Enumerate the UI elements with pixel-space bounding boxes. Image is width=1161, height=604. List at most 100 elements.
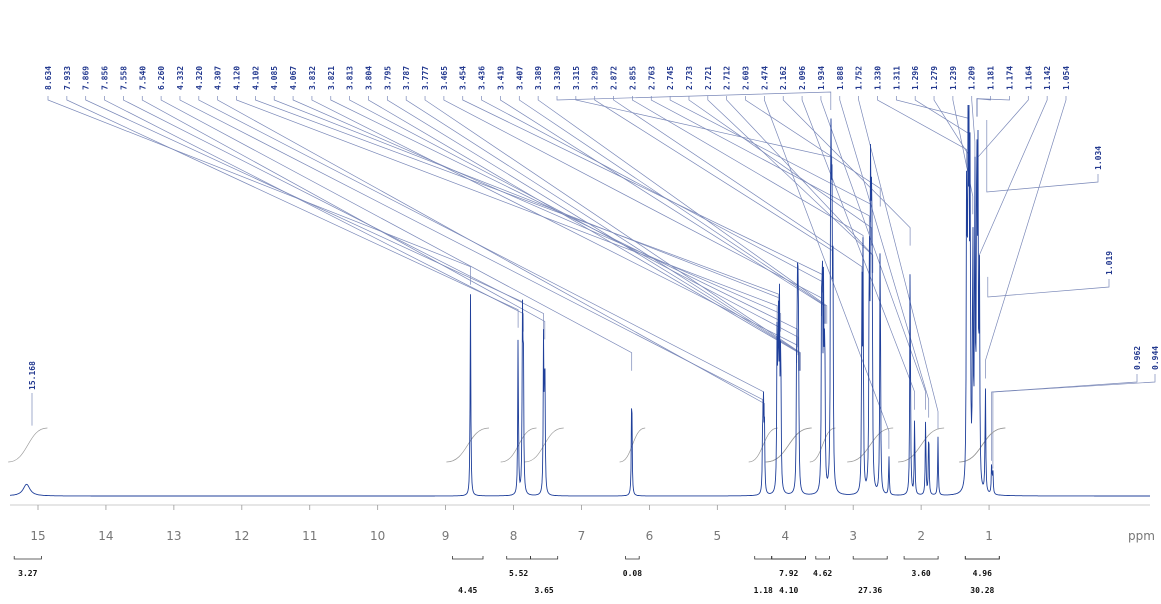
peak-connector-line: [462, 96, 823, 293]
peak-connector-line: [782, 96, 911, 246]
peak-shift-label: 3.299: [591, 66, 600, 90]
peak-connector-line: [368, 96, 799, 371]
peak-shift-label: 4.320: [195, 66, 204, 90]
peak-shift-label: 3.315: [572, 66, 581, 90]
peak-connector-line: [85, 96, 523, 320]
peak-shift-label: 2.733: [685, 66, 694, 90]
peak-shift-label: 3.465: [440, 66, 449, 90]
peak-shift-label: 2.162: [779, 66, 788, 90]
x-tick-label: 8: [510, 529, 518, 543]
integral-value: 3.27: [18, 569, 37, 578]
x-tick-label: 15: [30, 529, 45, 543]
peak-connector-line: [217, 96, 765, 422]
peak-connector-line: [537, 96, 828, 324]
x-tick-label: 9: [442, 529, 450, 543]
peak-connector-line: [971, 96, 976, 160]
peak-shift-label: 1.311: [892, 66, 901, 90]
peak-shift-label: 1.279: [930, 66, 939, 90]
integral-curves: [8, 427, 1006, 463]
peak-shift-label: 4.332: [176, 66, 185, 90]
peak-connector-line: [985, 96, 1067, 379]
peak-connector-line: [986, 120, 1099, 193]
peak-shift-label: 7.869: [82, 66, 91, 90]
peak-shift-label: 2.712: [723, 66, 732, 90]
peak-shift-label: 2.855: [628, 66, 637, 90]
peak-shift-label: 3.777: [421, 66, 430, 90]
peak-shift-label: 1.174: [1005, 66, 1014, 90]
x-tick-label: 3: [849, 529, 857, 543]
peak-connector-line: [976, 96, 991, 117]
peak-connector-line: [424, 96, 801, 371]
peak-shift-label: 2.603: [742, 66, 751, 90]
integral-bracket: [13, 556, 42, 560]
integral-value: 3.65: [534, 586, 553, 595]
peak-connector-line: [575, 96, 833, 176]
integral-bracket: [625, 556, 640, 560]
peak-shift-label: 0.944: [1151, 346, 1160, 370]
integral-value: 0.08: [623, 569, 642, 578]
x-tick-label: 2: [917, 529, 925, 543]
peak-shift-label: 3.407: [515, 66, 524, 90]
x-tick-label: 13: [166, 529, 181, 543]
x-tick-label: 11: [302, 529, 317, 543]
peak-connector-line: [839, 96, 930, 418]
peak-connector-line: [979, 96, 1048, 273]
integral-curve: [847, 427, 894, 463]
peak-shift-label: 2.763: [647, 66, 656, 90]
side-peak-labels: 1.034 1.019 0.962 0.944 15.168: [28, 120, 1160, 469]
peak-connector-line: [801, 96, 915, 410]
peak-shift-label: 1.164: [1024, 66, 1033, 90]
integral-curve: [765, 427, 812, 463]
peak-shift-label: 2.745: [666, 66, 675, 90]
peak-connector-line: [292, 96, 782, 332]
peak-shift-label: 0.962: [1133, 346, 1142, 370]
peak-connector-line: [933, 96, 971, 176]
peak-shift-label: 3.821: [327, 66, 336, 90]
integral-bracket: [506, 556, 531, 560]
peak-shift-label: 1.296: [911, 66, 920, 90]
spectrum-trace: [10, 104, 1150, 497]
integral-value: 7.92: [779, 569, 798, 578]
integral-curve: [8, 427, 48, 463]
peak-connector-line: [877, 96, 967, 168]
peak-shift-label: 3.787: [402, 66, 411, 90]
x-tick-label: 6: [646, 529, 654, 543]
peak-connector-line: [255, 96, 779, 312]
peak-connector-line: [952, 96, 974, 215]
peak-shift-label: 3.419: [496, 66, 505, 90]
peak-connector-line: [914, 96, 970, 152]
peak-connector-line: [500, 96, 826, 324]
peak-shift-label: 2.872: [610, 66, 619, 90]
peak-shift-label: 3.436: [478, 66, 487, 90]
peak-shift-label: 4.085: [270, 66, 279, 90]
integral-bracket: [771, 556, 806, 560]
integral-value: 30.28: [970, 586, 994, 595]
x-axis-unit-label: ppm: [1128, 529, 1155, 543]
peak-shift-label: 7.933: [63, 66, 72, 90]
peak-connector-line: [66, 96, 519, 328]
peak-connector-line: [123, 96, 544, 332]
integral-value: 1.18: [754, 586, 773, 595]
peak-connector-line: [632, 96, 864, 254]
peak-shift-label: 7.540: [138, 66, 147, 90]
x-tick-label: 10: [370, 529, 385, 543]
peak-shift-label: 1.181: [987, 66, 996, 90]
peak-labels: 8.634 7.933 7.869 7.856 7.558 7.540 6.260 4.332…: [44, 66, 1071, 90]
x-axis-ticks: 15 14 13 12 11 10 9 8 7 6 5 4 3 2 1: [30, 505, 993, 543]
peak-shift-label: 1.934: [817, 66, 826, 90]
integral-bracket: [530, 556, 559, 560]
peak-shift-label: 2.474: [760, 66, 769, 90]
peak-connector-line: [987, 276, 1110, 298]
peak-connector-line: [764, 96, 890, 449]
integral-curve: [809, 427, 836, 463]
peak-connector-line: [556, 91, 832, 110]
integral-bracket: [852, 556, 888, 560]
peak-connector-line: [726, 96, 874, 273]
peak-connector-line: [349, 96, 799, 356]
x-tick-label: 4: [781, 529, 789, 543]
peak-shift-label: 3.795: [383, 66, 392, 90]
peak-label-connectors: [47, 91, 1067, 449]
peak-shift-label: 3.454: [459, 66, 468, 90]
peak-shift-label: 1.142: [1043, 66, 1052, 90]
